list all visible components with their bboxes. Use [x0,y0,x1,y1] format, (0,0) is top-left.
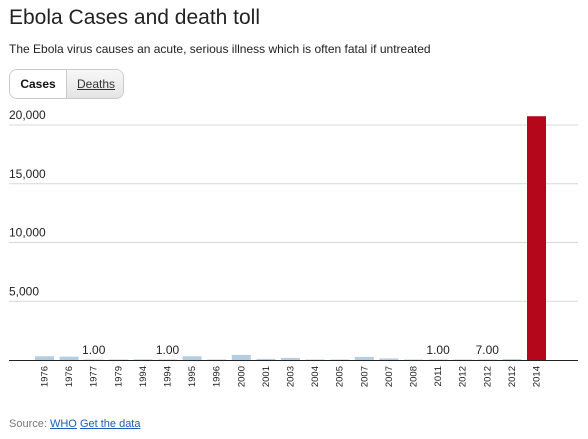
bar [84,359,104,360]
x-tick-label: 2003 [286,366,297,387]
source-who-link[interactable]: WHO [49,418,77,430]
bar [133,359,153,360]
x-tick-label: 1977 [89,366,100,387]
bar [158,359,177,360]
x-tick-label: 1976 [40,366,51,387]
y-tick-label: 15,000 [9,167,46,181]
bar [502,359,522,360]
bar [281,357,300,360]
bar [59,356,79,360]
bar [354,356,374,360]
bar [428,359,448,360]
x-tick-label: 2012 [482,366,493,387]
bar [379,358,399,360]
x-tick-label: 1994 [163,366,174,387]
x-tick-label: 1995 [187,366,198,387]
page-subtitle: The Ebola virus causes an acute, serious… [9,42,431,56]
bar-highlight [527,116,546,360]
bar-data-label: 7.00 [476,343,500,357]
tab-cases[interactable]: Cases [10,70,66,98]
x-tick-label: 1994 [138,366,149,387]
bar [305,359,325,360]
tab-deaths[interactable]: Deaths [66,70,123,98]
y-tick-label: 20,000 [9,110,46,122]
bar [35,356,54,360]
x-tick-label: 2005 [335,366,346,387]
bar [453,359,473,360]
x-tick-label: 2001 [261,366,272,387]
x-tick-label: 2008 [409,366,420,387]
x-tick-label: 2004 [310,366,321,387]
ebola-bar-chart: 5,000 10,000 15,000 20,000 1976 1976 1.00 1977 1… [9,110,578,387]
x-tick-label: 2007 [384,366,395,387]
get-data-link[interactable]: Get the data [79,418,141,430]
x-tick-label: 2007 [359,366,370,387]
bar [207,359,227,360]
y-tick-label: 5,000 [9,284,39,298]
x-tick-label: 2000 [236,366,247,387]
x-tick-label: 2012 [458,366,469,387]
bar [404,359,423,360]
chart-tab-group: Cases Deaths [9,69,124,99]
bar [330,359,350,360]
x-tick-label: 1979 [113,366,124,387]
bar-data-label: 1.00 [156,343,180,357]
page-title: Ebola Cases and death toll [9,6,261,29]
bar [182,356,202,360]
source-prefix: Source: [9,418,47,430]
x-tick-label: 1976 [64,366,75,387]
bar-data-label: 1.00 [426,343,450,357]
source-line: Source: WHO Get the data [9,418,140,430]
x-tick-label: 2012 [507,366,518,387]
x-tick-label: 1996 [212,366,223,387]
x-tick-label: 2011 [433,366,444,386]
x-tick-label: 2014 [532,366,543,387]
bar [108,359,128,360]
bar [231,355,251,360]
bar-data-label: 1.00 [82,343,106,357]
bar [256,358,276,360]
bar [477,359,497,360]
y-tick-label: 10,000 [9,226,46,240]
